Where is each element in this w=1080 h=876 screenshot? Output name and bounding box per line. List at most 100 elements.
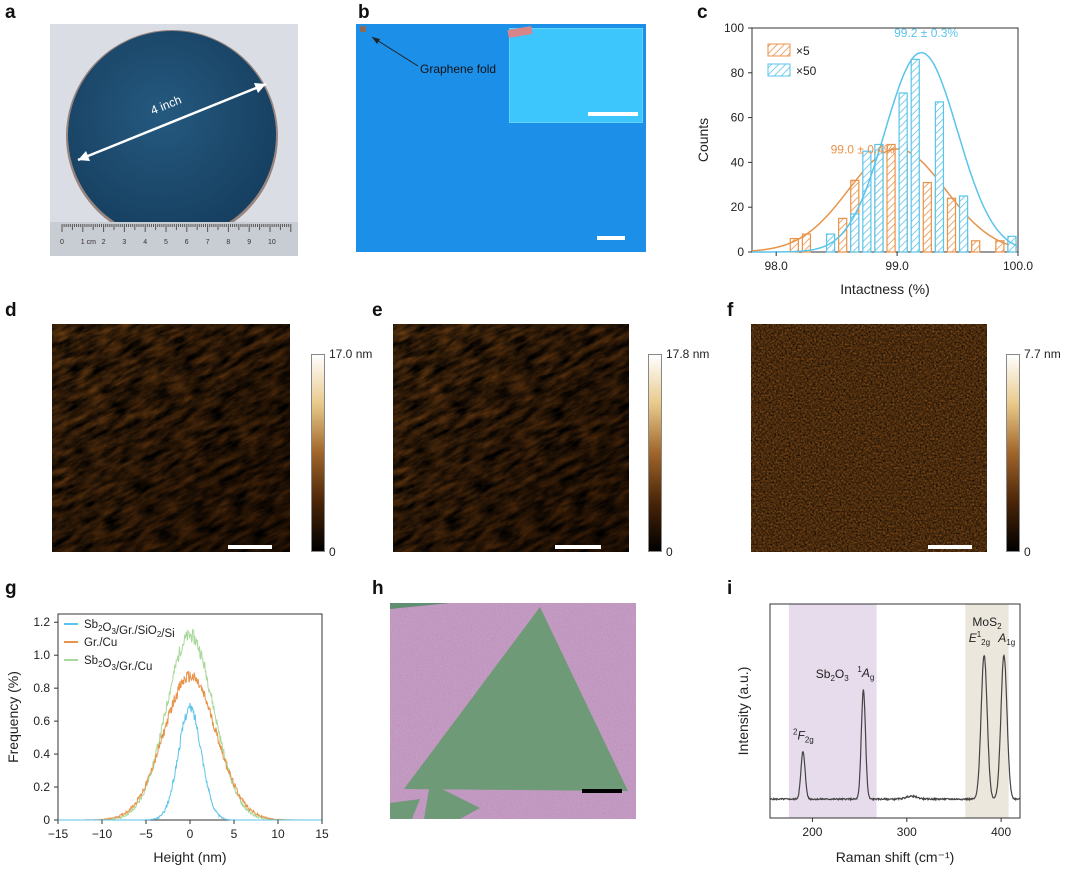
y-axis-label: Counts	[695, 118, 711, 162]
histogram-bar	[971, 240, 981, 253]
scale-bar-e	[555, 545, 601, 549]
histogram-bar	[958, 195, 969, 253]
legend-label: ×50	[796, 64, 817, 78]
scale-bar-f	[928, 545, 972, 549]
afm-image-f	[751, 324, 987, 552]
fit-curve	[752, 51, 1018, 253]
x-tick-label: 0	[187, 827, 194, 841]
afm-image-e	[393, 324, 629, 552]
panel-label-f: f	[727, 300, 734, 321]
legend-label: Gr./Cu	[84, 637, 117, 649]
panel-label-g: g	[5, 578, 17, 599]
peak-label-a1g: A1g	[997, 631, 1015, 647]
flake-image	[390, 603, 636, 819]
graphene-fold-label: Graphene fold	[420, 62, 497, 76]
raman-band	[788, 604, 877, 818]
distribution-curve	[58, 702, 322, 821]
legend-label: ×5	[796, 44, 810, 58]
y-tick-label: 100	[724, 21, 744, 35]
histogram-bar	[862, 150, 872, 253]
raman-spectrum	[769, 654, 1021, 802]
y-axis-label: Intensity (a.u.)	[735, 667, 751, 756]
y-tick-label: 0.4	[33, 747, 50, 761]
y-tick-label: 60	[731, 111, 745, 125]
x-tick-label: 15	[315, 827, 329, 841]
plot-frame	[751, 27, 1019, 253]
inset-image	[509, 28, 643, 123]
colorbar-d-max: 17.0 nm	[329, 347, 373, 361]
colorbar-d-min: 0	[329, 545, 336, 559]
substrate-photo: Graphene fold	[356, 24, 646, 252]
x-tick-label: −15	[48, 827, 69, 841]
x-tick-label: 100.0	[1003, 259, 1033, 273]
x-axis-label: Raman shift (cm⁻¹)	[836, 849, 955, 865]
colorbar-e	[648, 354, 662, 552]
ruler-label: 3	[122, 239, 127, 246]
x-tick-label: 99.0	[885, 259, 909, 273]
legend-swatch	[767, 63, 791, 77]
fit-annotation-orange: 99.0 ± 0.4%	[831, 142, 895, 156]
panel-label-c: c	[697, 2, 708, 23]
inset-scale-bar	[588, 112, 638, 116]
distribution-curve	[58, 670, 322, 821]
peak-label-e2g: E12g	[969, 630, 990, 647]
x-axis-label: Height (nm)	[153, 849, 226, 865]
y-tick-label: 20	[731, 200, 745, 214]
colorbar-f-max: 7.7 nm	[1024, 347, 1061, 361]
panel-label-a: a	[5, 2, 16, 23]
y-tick-label: 1.0	[33, 648, 50, 662]
histogram-bar	[946, 197, 957, 253]
scale-bar	[597, 236, 625, 240]
mos2-flake	[404, 607, 628, 791]
colorbar-d	[311, 354, 325, 552]
histogram-bar	[934, 101, 945, 253]
ruler-label: 1 cm	[80, 239, 96, 246]
panel-label-h: h	[372, 578, 384, 599]
x-tick-label: 200	[802, 825, 822, 839]
ruler-label: 0	[60, 239, 64, 246]
y-tick-label: 1.2	[33, 615, 50, 629]
peak-label-ag: 1Ag	[857, 665, 874, 682]
histogram-bar	[922, 181, 932, 253]
diameter-arrow	[77, 82, 267, 162]
histogram-bar	[886, 143, 896, 253]
y-tick-label: 0	[737, 245, 744, 259]
ruler-label: 7	[205, 239, 210, 246]
wafer-disc	[68, 31, 276, 239]
ruler-label: 9	[247, 239, 252, 246]
peak-label-f2g: 2F2g	[793, 727, 814, 744]
colorbar-e-min: 0	[666, 545, 673, 559]
x-tick-label: 300	[897, 825, 917, 839]
ruler-label: 10	[268, 239, 276, 246]
histogram-chart: 98.0 99.0 100.0 0 20 40 60 80 100 Intactness (%) C…	[695, 21, 1033, 297]
y-axis-label: Frequency (%)	[5, 671, 21, 763]
y-tick-label: 0	[43, 813, 50, 827]
y-tick-label: 80	[731, 66, 745, 80]
x-tick-label: −10	[92, 827, 113, 841]
panel-label-e: e	[372, 300, 383, 321]
colorbar-f-min: 0	[1024, 545, 1031, 559]
y-tick-label: 40	[731, 155, 745, 169]
y-tick-label: 0.8	[33, 681, 50, 695]
plot-frame	[769, 603, 1021, 819]
band-label-sb2o3: Sb2O3	[816, 667, 849, 683]
x-axis-label: Intactness (%)	[840, 281, 929, 297]
histogram-bar	[1007, 235, 1017, 253]
x-tick-label: 400	[991, 825, 1011, 839]
x-tick-label: 98.0	[765, 259, 789, 273]
legend-label: Sb2O3/Gr./Cu	[84, 655, 152, 673]
legend-label: Sb2O3/Gr./SiO2/Si	[84, 619, 175, 640]
colorbar-f	[1006, 354, 1020, 552]
colorbar-e-max: 17.8 nm	[666, 347, 710, 361]
fold-mark	[360, 26, 366, 32]
histogram-bar	[874, 143, 884, 253]
afm-image-d	[52, 324, 290, 552]
ruler-label: 4	[143, 239, 148, 246]
ruler-label: 6	[184, 239, 189, 246]
y-tick-label: 0.2	[33, 780, 50, 794]
histogram-bar	[898, 92, 908, 253]
fit-curve	[751, 148, 1017, 252]
histogram-bar	[838, 217, 848, 253]
x-tick-label: 10	[271, 827, 285, 841]
